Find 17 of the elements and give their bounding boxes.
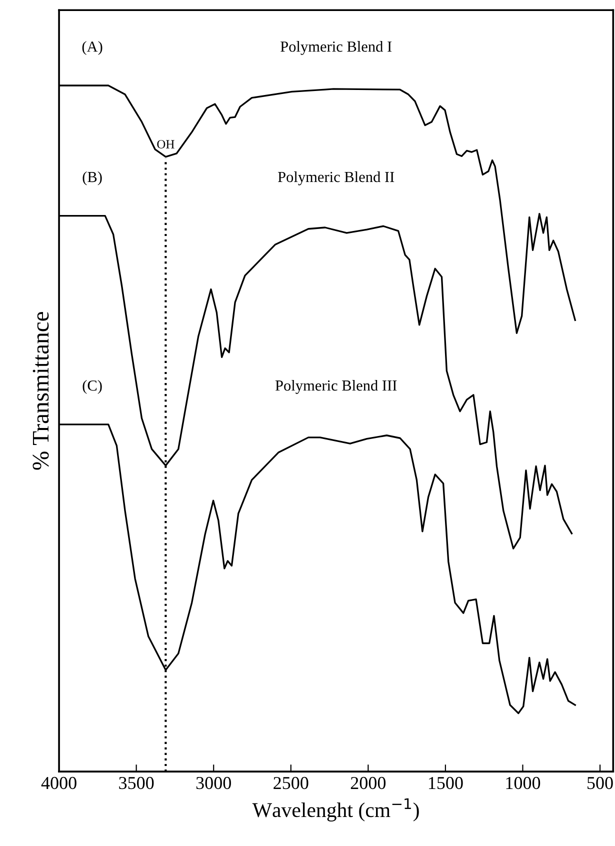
x-tick-label: 2000: [350, 776, 386, 790]
x-axis-title: Wavelenght (cm$^{−1}$): [252, 798, 419, 822]
annotation: (C): [82, 380, 102, 394]
x-tick-label: 500: [588, 776, 613, 790]
x-tick-label: 3000: [196, 776, 231, 790]
y-axis-title: % Transmittance: [32, 312, 49, 470]
x-tick-label: 2500: [274, 776, 308, 790]
text: Polymeric Blend I: [280, 41, 392, 55]
x-tick-label: 1000: [506, 776, 540, 790]
x-tick-label: 3500: [119, 776, 154, 790]
x-tick-label: 4000: [41, 776, 76, 790]
annotation: (B): [82, 171, 102, 186]
text: Polymeric Blend III: [275, 380, 397, 394]
text: (A): [82, 41, 102, 55]
text: Polymeric Blend II: [278, 171, 394, 186]
ref-line-label: OH: [157, 140, 174, 148]
x-tick-label: 1500: [428, 776, 463, 790]
